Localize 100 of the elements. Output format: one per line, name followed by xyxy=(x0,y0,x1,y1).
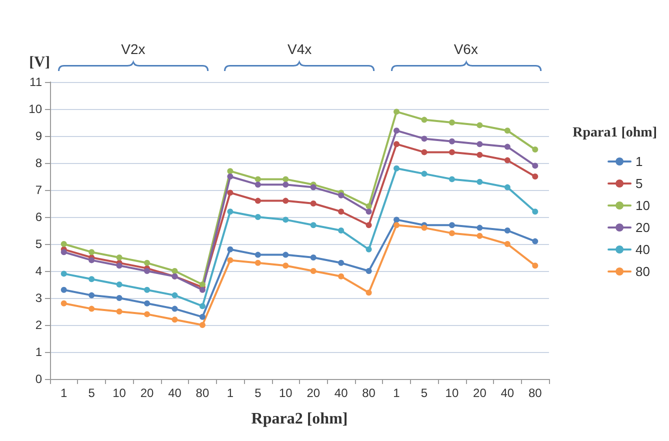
point xyxy=(448,138,455,144)
point xyxy=(254,252,261,258)
point xyxy=(116,295,122,301)
x-tick-label: 80 xyxy=(196,386,210,400)
point xyxy=(144,311,150,318)
point xyxy=(310,254,316,260)
point xyxy=(227,168,234,174)
y-tick-label: 8 xyxy=(35,156,42,170)
x-tick-label: 10 xyxy=(278,386,293,400)
point xyxy=(532,262,538,269)
point xyxy=(476,224,483,231)
point xyxy=(60,286,67,293)
point xyxy=(394,165,400,172)
point xyxy=(199,303,206,310)
point xyxy=(60,249,67,256)
y-axis-title: [V] xyxy=(29,54,50,70)
point xyxy=(227,208,234,215)
point xyxy=(532,238,538,244)
legend-label: 5 xyxy=(636,176,643,191)
x-tick-label: 40 xyxy=(500,386,514,400)
legend-label: 20 xyxy=(636,220,650,235)
point xyxy=(227,190,234,196)
point xyxy=(227,246,234,252)
point xyxy=(88,276,95,282)
point xyxy=(421,149,428,156)
point xyxy=(199,322,206,328)
x-tick-label: 20 xyxy=(140,386,154,400)
y-tick-label: 2 xyxy=(35,318,42,332)
x-axis-title: Rpara2 [ohm] xyxy=(251,410,348,428)
legend-label: 80 xyxy=(636,264,650,279)
y-tick-label: 0 xyxy=(35,372,42,386)
x-tick-label: 20 xyxy=(473,386,487,400)
point xyxy=(172,292,178,298)
point xyxy=(254,176,261,182)
point xyxy=(504,157,510,164)
point xyxy=(254,198,261,204)
point xyxy=(199,314,206,320)
point xyxy=(227,174,234,180)
point xyxy=(532,174,538,180)
point xyxy=(282,176,289,182)
legend-label: 40 xyxy=(636,242,650,257)
x-tick-label: 5 xyxy=(254,386,262,400)
point xyxy=(421,170,428,177)
x-tick-label: 5 xyxy=(420,386,428,400)
point xyxy=(421,136,428,142)
point xyxy=(199,286,206,293)
point xyxy=(366,203,372,210)
point xyxy=(282,182,289,188)
point xyxy=(366,268,372,274)
x-tick-label: 40 xyxy=(168,386,182,400)
text: V6x xyxy=(454,41,478,57)
x-tick-label: 10 xyxy=(112,386,126,400)
x-tick-label: 20 xyxy=(306,386,320,400)
y-tick-label: 9 xyxy=(35,129,42,143)
point xyxy=(116,262,122,269)
point xyxy=(88,257,95,264)
point xyxy=(532,162,538,169)
point xyxy=(394,108,400,115)
point xyxy=(172,316,178,323)
point xyxy=(116,308,122,314)
point xyxy=(199,282,206,288)
text: V4x xyxy=(288,41,312,57)
point xyxy=(504,128,510,134)
point xyxy=(366,208,372,215)
point xyxy=(144,300,150,306)
x-tick-label: 80 xyxy=(362,386,376,400)
point xyxy=(227,257,234,264)
x-tick-label: 1 xyxy=(60,386,68,400)
point xyxy=(338,192,344,198)
y-tick-label: 6 xyxy=(35,210,42,224)
point xyxy=(282,252,289,258)
point xyxy=(88,249,95,256)
legend-label: 10 xyxy=(636,198,650,213)
point xyxy=(60,241,67,247)
x-tick-label: 80 xyxy=(528,386,542,400)
point xyxy=(532,208,538,215)
y-tick-label: 7 xyxy=(35,183,42,197)
point xyxy=(310,222,316,228)
y-tick-label: 10 xyxy=(28,102,42,116)
point xyxy=(60,300,67,306)
point xyxy=(476,141,483,148)
point xyxy=(532,146,538,152)
point xyxy=(338,228,344,234)
point xyxy=(476,232,483,239)
y-tick-label: 4 xyxy=(35,264,42,278)
point xyxy=(504,184,510,190)
point xyxy=(394,216,400,223)
x-tick-label: 5 xyxy=(88,386,96,400)
point xyxy=(282,216,289,223)
point xyxy=(338,273,344,280)
point xyxy=(254,260,261,266)
x-tick-label: 40 xyxy=(334,386,348,400)
point xyxy=(144,286,150,293)
point xyxy=(282,198,289,204)
point xyxy=(282,262,289,269)
x-tick-label: 1 xyxy=(393,386,400,400)
point xyxy=(448,176,455,182)
point xyxy=(504,228,510,234)
point xyxy=(504,144,510,150)
point xyxy=(144,260,150,266)
